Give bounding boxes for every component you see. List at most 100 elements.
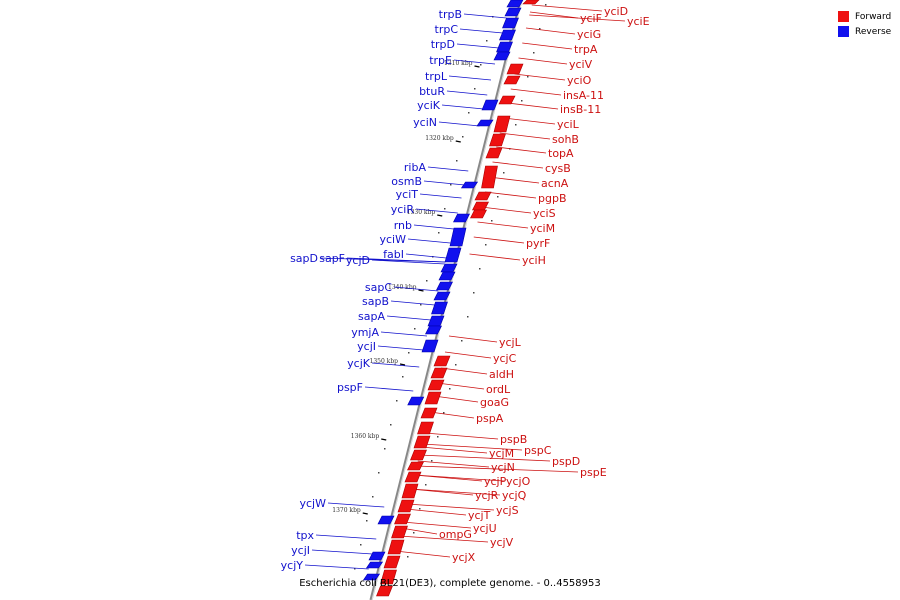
reverse-gene-leader: [438, 121, 480, 127]
map-caption: Escherichia coli BL21(DE3), complete gen…: [299, 578, 601, 589]
forward-gene-block: [401, 483, 419, 499]
scale-dot: [545, 4, 547, 6]
reverse-gene-label: sapD: [290, 252, 318, 265]
reverse-gene-label: yciW: [380, 233, 407, 246]
forward-gene-leader: [414, 474, 505, 482]
forward-gene-leader: [522, 42, 573, 50]
forward-gene-leader: [507, 102, 559, 110]
forward-gene-label: yciH: [522, 254, 546, 267]
reverse-gene-leader: [346, 257, 446, 263]
scale-dot: [437, 436, 439, 438]
reverse-gene-leader: [405, 253, 447, 259]
forward-gene-leader: [419, 454, 551, 462]
forward-gene-block: [410, 449, 427, 461]
reverse-gene-block: [368, 551, 386, 561]
forward-gene-leader: [525, 27, 576, 35]
reverse-gene-leader: [311, 549, 373, 555]
forward-gene-leader: [437, 382, 485, 390]
reverse-gene-label: trpD: [431, 38, 455, 51]
reverse-gene-block: [496, 41, 513, 53]
reverse-gene-block: [460, 181, 479, 189]
forward-gene-block: [474, 191, 492, 201]
forward-gene-leader: [510, 88, 562, 96]
forward-gene-leader: [503, 117, 556, 125]
reverse-gene-label: trpE: [429, 54, 452, 67]
reverse-gene-label: tpx: [296, 529, 314, 542]
forward-gene-leader: [531, 4, 603, 12]
scale-dot: [390, 424, 392, 426]
reverse-gene-leader: [371, 259, 446, 265]
scale-tick-label: 1330 kbp: [407, 209, 436, 216]
scale-dot: [450, 184, 452, 186]
scale-dot: [479, 268, 481, 270]
reverse-gene-leader: [393, 286, 439, 292]
reverse-gene-label: sapB: [362, 295, 389, 308]
forward-gene-block: [380, 569, 397, 585]
forward-gene-block: [404, 471, 422, 483]
scale-tick-mark: [381, 438, 387, 441]
forward-gene-label: ycjO: [506, 475, 531, 488]
scale-dot: [408, 352, 410, 354]
forward-gene-label: sohB: [552, 133, 579, 146]
reverse-gene-label: rnb: [394, 219, 412, 232]
reverse-gene-leader: [390, 300, 435, 306]
forward-gene-block: [493, 115, 511, 133]
reverse-gene-leader: [453, 59, 496, 65]
scale-dot: [480, 64, 482, 66]
reverse-gene-label: trpC: [435, 23, 459, 36]
forward-gene-block: [430, 367, 448, 379]
forward-gene-block: [420, 407, 438, 419]
forward-gene-leader: [469, 253, 521, 261]
forward-gene-label: yciL: [557, 118, 580, 131]
forward-gene-leader: [481, 206, 532, 214]
reverse-gene-label: osmB: [391, 175, 422, 188]
scale-dot: [533, 52, 535, 54]
reverse-gene-label: sapF: [319, 252, 345, 265]
reverse-gene-label: fabI: [383, 248, 404, 261]
forward-gene-leader: [424, 432, 499, 440]
reverse-gene-leader: [423, 180, 465, 186]
label-leaders: [304, 4, 626, 570]
forward-gene-label: ycjR: [475, 489, 499, 502]
reverse-gene-block: [504, 7, 522, 17]
forward-gene-block: [387, 539, 405, 555]
reverse-gene-label: trpB: [439, 8, 462, 21]
forward-gene-leader: [416, 465, 579, 473]
forward-gene-label: acnA: [541, 177, 569, 190]
forward-gene-label: ycjN: [491, 461, 515, 474]
reverse-gene-block: [449, 227, 467, 247]
scale-dot: [419, 508, 421, 510]
reverse-gene-label: yciT: [396, 188, 419, 201]
forward-gene-label: ycjP: [484, 475, 507, 488]
scale-dot: [527, 76, 529, 78]
forward-gene-block: [472, 201, 489, 211]
scale-dot: [521, 100, 523, 102]
forward-gene-label: ycjT: [468, 509, 491, 522]
forward-gene-leader: [421, 443, 523, 451]
forward-gene-leader: [400, 527, 438, 535]
reverse-gene-label: ycjK: [347, 357, 371, 370]
reverse-gene-leader: [380, 331, 428, 337]
reverse-gene-label: yciR: [391, 203, 415, 216]
reverse-gene-leader: [407, 238, 451, 244]
forward-gene-block: [394, 513, 411, 525]
scale-dot: [473, 292, 475, 294]
forward-gene-leader: [529, 14, 626, 22]
reverse-gene-leader: [419, 193, 462, 199]
forward-gene-leader: [417, 460, 490, 468]
scale-dot: [413, 532, 415, 534]
forward-gene-label: yciS: [533, 207, 556, 220]
reverse-gene-leader: [377, 345, 424, 351]
reverse-gene-block: [499, 29, 516, 41]
legend-label-reverse: Reverse: [855, 26, 892, 37]
reverse-gene-label: ycjW: [300, 497, 327, 510]
reverse-gene-block: [425, 325, 442, 335]
forward-gene-block: [424, 391, 442, 405]
reverse-gene-leader: [456, 43, 500, 49]
reverse-gene-leader: [448, 75, 492, 81]
forward-gene-block: [470, 209, 487, 219]
forward-gene-leader: [488, 176, 540, 184]
reverse-gene-label: ycjD: [346, 254, 370, 267]
scale-tick-mark: [437, 214, 443, 217]
forward-gene-leader: [406, 503, 495, 511]
